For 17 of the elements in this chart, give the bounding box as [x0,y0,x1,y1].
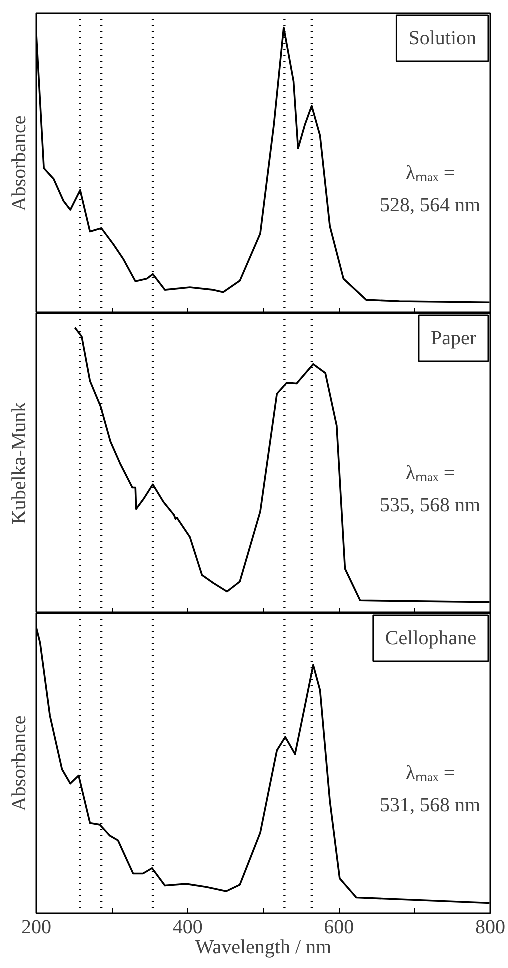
annotation: Solution [408,28,477,50]
y-axis-title: Absorbance [8,116,30,212]
annotation: Paper [430,328,477,350]
y-axis-title: Absorbance [8,716,30,812]
x-tick-label: 800 [476,916,506,938]
annotation: 528, 564 nm [380,194,481,216]
annotation: 535, 568 nm [380,494,481,516]
annotation: Cellophane [385,628,477,650]
x-tick-label: 400 [172,916,203,938]
y-axis-title: Kubelka-Munk [8,402,30,525]
x-tick-label: 200 [22,916,52,938]
annotation: λₘₐₓ = [406,762,456,784]
x-tick-label: 600 [324,916,354,938]
annotation: λₘₐₓ = [406,162,456,184]
annotation: 531, 568 nm [380,794,481,816]
annotation: λₘₐₓ = [406,462,456,484]
x-axis-title: Wavelength / nm [195,936,332,958]
